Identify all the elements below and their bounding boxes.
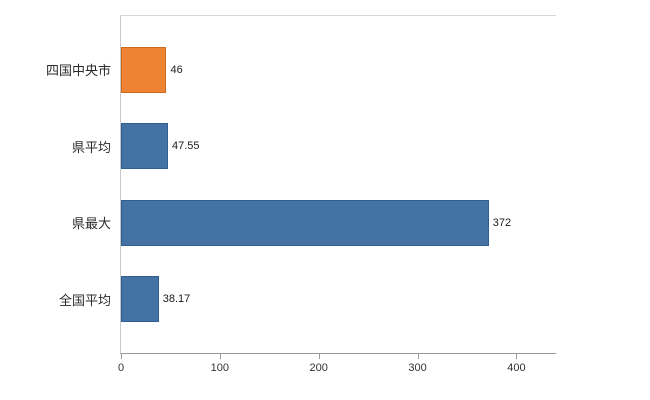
- value-label: 372: [492, 216, 512, 229]
- category-label: 四国中央市: [45, 63, 111, 79]
- x-tick-mark: [318, 354, 320, 359]
- x-tick-mark: [219, 354, 221, 359]
- x-tick-label: 200: [309, 362, 328, 374]
- plot-area: 四国中央市 46 県平均 47.55 県最大 372 全国平均 38.17 0 100 200 30…: [46, 15, 556, 374]
- x-tick-label: 400: [507, 362, 526, 374]
- bar-segment[interactable]: [121, 199, 489, 246]
- bar-row: 全国平均 38.17: [59, 276, 556, 323]
- x-tick-mark: [417, 354, 419, 359]
- x-tick-label: 300: [408, 362, 427, 374]
- bar-row: 県平均 47.55: [72, 123, 556, 170]
- bar-segment[interactable]: [121, 276, 159, 323]
- bar-segment[interactable]: [121, 123, 168, 170]
- bar-row: 県最大 372: [72, 199, 556, 246]
- bar-segment[interactable]: [121, 46, 167, 93]
- bar-rows: 四国中央市 46 県平均 47.55 県最大 372 全国平均 38.17: [46, 16, 556, 353]
- category-label: 県最大: [71, 216, 111, 232]
- bar-row: 四国中央市 46: [46, 46, 556, 93]
- value-label: 47.55: [172, 140, 200, 153]
- x-tick-mark: [121, 354, 122, 359]
- x-tick-label: 100: [210, 362, 230, 374]
- category-label: 全国平均: [58, 292, 111, 308]
- category-label: 県平均: [71, 139, 111, 155]
- value-label: 38.17: [162, 293, 191, 306]
- x-tick-mark: [516, 354, 518, 359]
- value-label: 46: [170, 63, 183, 76]
- x-tick-label: 0: [117, 362, 125, 374]
- x-axis: 0 100 200 300 400: [117, 353, 556, 383]
